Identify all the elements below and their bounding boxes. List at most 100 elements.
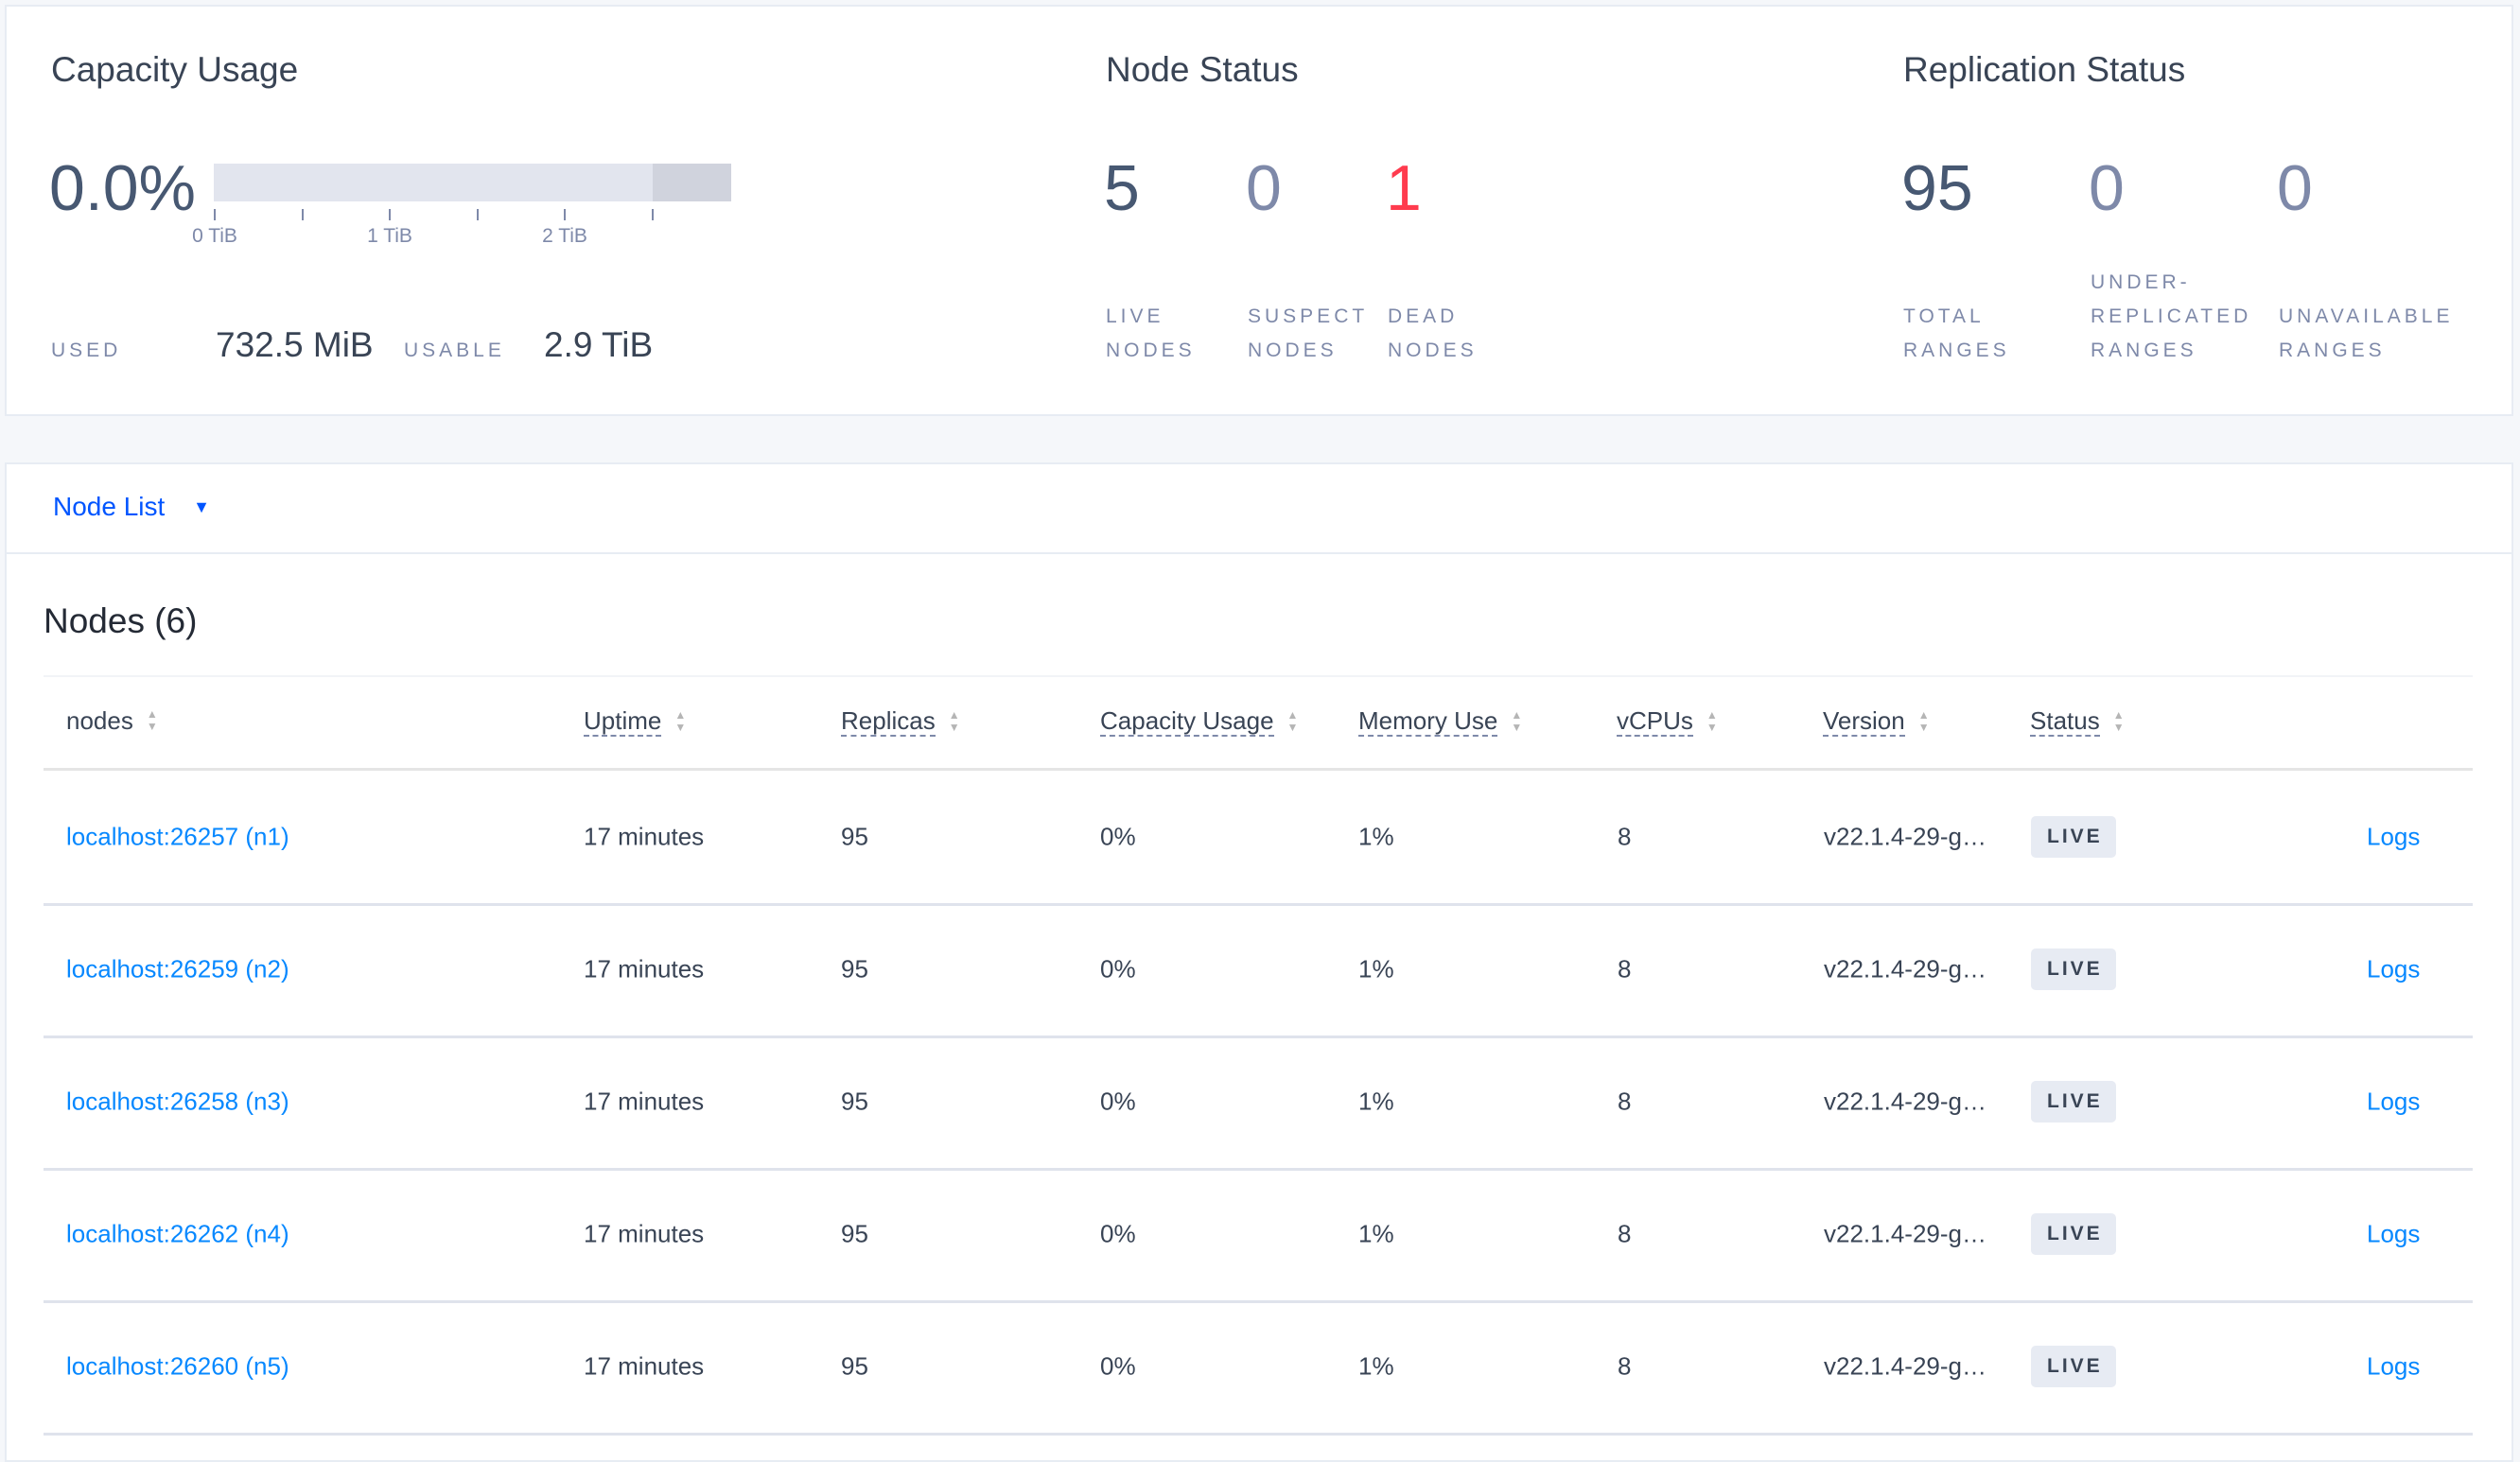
capacity-cell: 0% [1100, 1219, 1136, 1248]
tick [214, 209, 216, 220]
version-cell: v22.1.4-29-g… [1824, 822, 1986, 851]
node-link[interactable]: localhost:26258 (n3) [66, 1087, 289, 1116]
column-label: Replicas [841, 706, 936, 737]
sort-icon: ▲ ▼ [1706, 708, 1718, 734]
table-row: localhost:26262 (n4) 17 minutes 95 0% 1% 8 v22… [44, 1168, 2473, 1303]
table-row: localhost:26260 (n5) 17 minutes 95 0% 1% 8 v22… [44, 1300, 2473, 1436]
status-badge: LIVE [2031, 1081, 2116, 1123]
replicas-cell: 95 [841, 954, 868, 983]
uptime-cell: 17 minutes [584, 1087, 705, 1116]
label-line: UNDER- [2091, 271, 2191, 293]
unavailable-label: UNAVAILABLE RANGES [2279, 300, 2453, 368]
logs-link[interactable]: Logs [2367, 1351, 2421, 1381]
capacity-title: Capacity Usage [51, 50, 299, 89]
status-badge: LIVE [2031, 1213, 2116, 1255]
node-link[interactable]: localhost:26262 (n4) [66, 1219, 289, 1248]
column-header-status[interactable]: Status ▲ ▼ [2030, 706, 2125, 737]
table-row: localhost:26258 (n3) 17 minutes 95 0% 1% 8 v22… [44, 1036, 2473, 1171]
node-list-dropdown[interactable]: Node List ▼ [53, 492, 210, 522]
tick [652, 209, 654, 220]
column-label: Status [2030, 706, 2100, 737]
node-link[interactable]: localhost:26260 (n5) [66, 1351, 289, 1381]
divider [44, 675, 2473, 677]
usable-value: 2.9 TiB [544, 325, 654, 364]
total-ranges-label: TOTAL RANGES [1903, 300, 2010, 368]
dropdown-label: Node List [53, 492, 166, 521]
used-label: USED [51, 339, 122, 361]
vcpus-cell: 8 [1618, 1219, 1632, 1248]
live-nodes-count: 5 [1104, 152, 1140, 224]
tick [564, 209, 566, 220]
vcpus-cell: 8 [1618, 1351, 1632, 1381]
capacity-cell: 0% [1100, 822, 1136, 851]
column-label: Capacity Usage [1100, 706, 1274, 737]
dead-nodes-count: 1 [1386, 152, 1422, 224]
vcpus-cell: 8 [1618, 1087, 1632, 1116]
version-cell: v22.1.4-29-g… [1824, 1219, 1986, 1248]
replication-title: Replication Status [1903, 50, 2186, 89]
version-cell: v22.1.4-29-g… [1824, 1087, 1986, 1116]
node-status-title: Node Status [1106, 50, 1299, 89]
uptime-cell: 17 minutes [584, 822, 705, 851]
memory-cell: 1% [1358, 1219, 1394, 1248]
label-line: RANGES [2091, 339, 2197, 361]
caret-down-icon: ▼ [193, 497, 210, 516]
table-row: localhost:26257 (n1) 17 minutes 95 0% 1% 8 v22… [44, 771, 2473, 906]
column-label: Uptime [584, 706, 662, 737]
summary-card [5, 5, 2513, 416]
suspect-nodes-count: 0 [1246, 152, 1282, 224]
memory-cell: 1% [1358, 822, 1394, 851]
column-label: Memory Use [1358, 706, 1498, 737]
uptime-cell: 17 minutes [584, 954, 705, 983]
replicas-cell: 95 [841, 1087, 868, 1116]
sort-icon: ▲ ▼ [1286, 708, 1299, 734]
column-header-version[interactable]: Version ▲ ▼ [1823, 706, 1930, 737]
logs-link[interactable]: Logs [2367, 1219, 2421, 1248]
capacity-cell: 0% [1100, 1351, 1136, 1381]
node-list-header [5, 462, 2513, 555]
node-link[interactable]: localhost:26259 (n2) [66, 954, 289, 983]
total-ranges-count: 95 [1901, 152, 1973, 224]
column-header-nodes[interactable]: nodes ▲ ▼ [66, 706, 158, 735]
vcpus-cell: 8 [1618, 822, 1632, 851]
version-cell: v22.1.4-29-g… [1824, 1351, 1986, 1381]
status-badge: LIVE [2031, 1346, 2116, 1387]
label-line: NODES [1388, 339, 1478, 361]
column-header-memory-use[interactable]: Memory Use ▲ ▼ [1358, 706, 1522, 737]
uptime-cell: 17 minutes [584, 1351, 705, 1381]
column-header-uptime[interactable]: Uptime ▲ ▼ [584, 706, 686, 737]
tick-label: 0 TiB [192, 225, 237, 247]
column-header-capacity-usage[interactable]: Capacity Usage ▲ ▼ [1100, 706, 1298, 737]
header-divider [44, 768, 2473, 771]
capacity-cell: 0% [1100, 954, 1136, 983]
version-cell: v22.1.4-29-g… [1824, 954, 1986, 983]
nodes-panel [5, 554, 2513, 1462]
label-line: RANGES [2279, 339, 2386, 361]
dead-nodes-label: DEAD NODES [1388, 300, 1478, 368]
sort-icon: ▲ ▼ [146, 707, 158, 733]
label-line: RANGES [1903, 339, 2010, 361]
nodes-section-title: Nodes (6) [44, 601, 198, 640]
replicas-cell: 95 [841, 822, 868, 851]
sort-icon: ▲ ▼ [1511, 708, 1523, 734]
logs-link[interactable]: Logs [2367, 1087, 2421, 1116]
node-link[interactable]: localhost:26257 (n1) [66, 822, 289, 851]
table-row: localhost:26259 (n2) 17 minutes 95 0% 1% 8 v22… [44, 903, 2473, 1038]
label-line: DEAD [1388, 305, 1459, 327]
memory-cell: 1% [1358, 1351, 1394, 1381]
label-line: REPLICATED [2091, 305, 2252, 327]
live-nodes-label: LIVE NODES [1106, 300, 1196, 368]
usable-label: USABLE [404, 339, 505, 361]
tick-label: 1 TiB [367, 225, 412, 247]
uptime-cell: 17 minutes [584, 1219, 705, 1248]
unavailable-count: 0 [2277, 152, 2313, 224]
label-line: SUSPECT [1248, 305, 1369, 327]
under-replicated-label: UNDER- REPLICATED RANGES [2091, 266, 2251, 368]
label-line: NODES [1248, 339, 1338, 361]
column-header-replicas[interactable]: Replicas ▲ ▼ [841, 706, 960, 737]
column-header-vcpus[interactable]: vCPUs ▲ ▼ [1617, 706, 1718, 737]
used-value: 732.5 MiB [216, 325, 374, 364]
logs-link[interactable]: Logs [2367, 822, 2421, 851]
logs-link[interactable]: Logs [2367, 954, 2421, 983]
column-label: nodes [66, 706, 133, 735]
